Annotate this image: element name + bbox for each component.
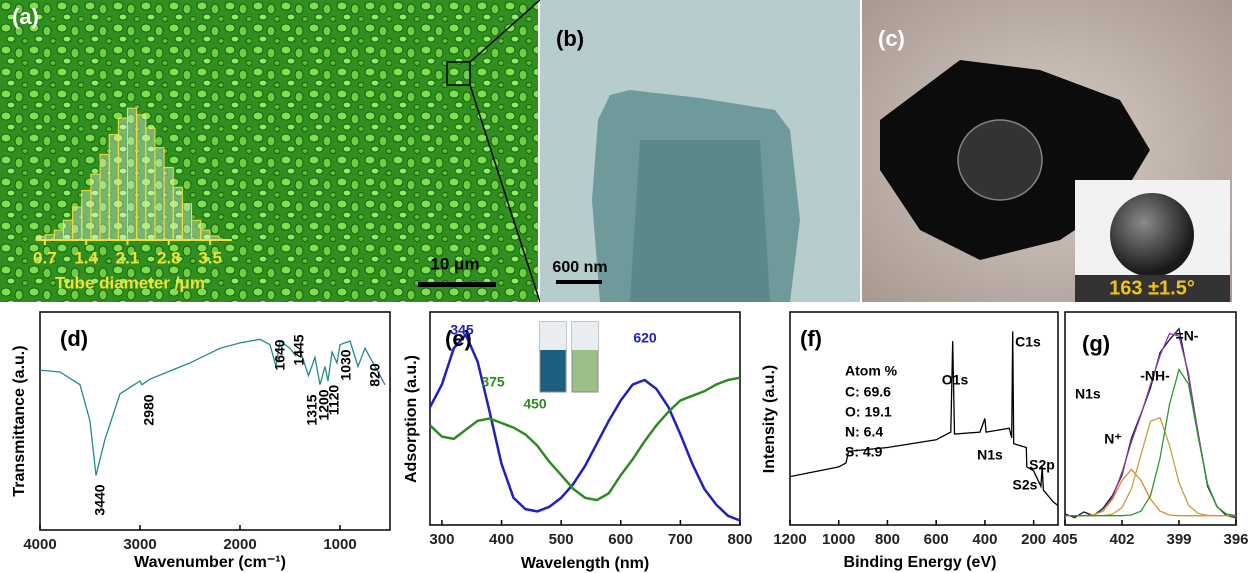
drop-inset (1110, 193, 1194, 277)
annotation: O: 19.1 (845, 404, 892, 420)
x-tick-label: 1000 (323, 536, 356, 553)
y-axis-label: Adsorption (a.u.) (403, 355, 420, 483)
scale-bar (418, 282, 496, 287)
annotation: 1120 (326, 385, 342, 416)
histogram-bar (63, 220, 72, 240)
histogram-bar (182, 204, 191, 240)
droplet (958, 120, 1042, 200)
figure: 10 μm (a) 600 nm (b) 163 ±1.5° (c) 0.7 1.… (0, 0, 1252, 573)
panel-label: (f) (800, 326, 822, 351)
histogram-bar (155, 148, 164, 240)
series-line (1065, 334, 1236, 516)
annotation: N1s (1075, 386, 1101, 402)
x-tick-label: 2000 (223, 536, 256, 553)
histogram-bar (192, 220, 201, 240)
annotation: N⁺ (1104, 431, 1122, 447)
annotation: 450 (523, 396, 547, 412)
annotation: C: 69.6 (845, 384, 891, 400)
contact-angle: 163 ±1.5° (1109, 277, 1195, 299)
x-tick-label: 700 (668, 531, 693, 548)
annotation: N1s (977, 447, 1003, 463)
annotation: S2s (1013, 477, 1038, 493)
x-tick-label: 402 (1109, 531, 1134, 548)
series-line (1065, 418, 1236, 516)
annotation: S2p (1029, 457, 1055, 473)
x-tick-label: 3.5 (198, 248, 222, 267)
x-axis-label: Wavenumber (cm⁻¹) (134, 554, 286, 571)
x-tick-label: 0.7 (33, 248, 57, 267)
x-tick-label: 400 (489, 531, 514, 548)
panel-label: (b) (556, 26, 584, 51)
histogram-bar (100, 154, 109, 240)
histogram-bar (173, 187, 182, 240)
histogram-bar (73, 207, 82, 240)
annotation: 2980 (141, 394, 157, 425)
histogram-bar (54, 230, 63, 240)
annotation: 345 (450, 322, 474, 338)
x-tick-label: 1.4 (74, 248, 98, 267)
x-axis-label: Binding Energy (eV) (844, 554, 997, 571)
histogram-bar (201, 230, 210, 240)
scale-label: 600 nm (552, 259, 607, 276)
histogram-bar (137, 115, 146, 240)
histogram-bar (109, 135, 118, 240)
histogram-bar (128, 108, 137, 240)
annotation: -NH- (1140, 368, 1170, 384)
series-line (430, 378, 740, 500)
x-tick-label: 396 (1223, 531, 1248, 548)
annotation: N: 6.4 (845, 424, 883, 440)
x-tick-label: 400 (972, 531, 997, 548)
panel-label: (g) (1082, 331, 1110, 356)
x-tick-label: 1000 (822, 531, 855, 548)
panel-label: (a) (12, 4, 39, 29)
tube-core (630, 140, 770, 302)
histogram-bar (91, 174, 100, 240)
annotation: O1s (942, 372, 969, 388)
annotation: C1s (1015, 334, 1041, 350)
annotation: 620 (633, 330, 657, 346)
annotation: =N- (1176, 328, 1199, 344)
cuvette-top (572, 322, 598, 350)
x-axis-label: Wavelength (nm) (521, 555, 649, 572)
annotation: 1445 (291, 334, 307, 365)
x-tick-label: 399 (1166, 531, 1191, 548)
x-tick-label: 2.8 (157, 248, 181, 267)
x-tick-label: 2.1 (116, 248, 140, 267)
y-axis-label: Intensity (a.u.) (761, 365, 778, 473)
x-tick-label: 600 (608, 531, 633, 548)
scale-label: 10 μm (430, 254, 479, 273)
histogram-bar (82, 191, 91, 240)
annotation: 3440 (92, 484, 108, 515)
x-tick-label: 4000 (23, 536, 56, 553)
annotation: 820 (367, 363, 383, 387)
y-axis-label: Transmittance (a.u.) (11, 345, 28, 496)
scale-bar (556, 280, 602, 284)
x-tick-label: 800 (875, 531, 900, 548)
x-axis-label: Tube diameter /μm (55, 273, 205, 292)
x-tick-label: 200 (1021, 531, 1046, 548)
panel-label: (d) (60, 326, 88, 351)
x-tick-label: 1200 (773, 531, 806, 548)
panel-label: (c) (878, 26, 905, 51)
x-tick-label: 800 (727, 531, 752, 548)
x-tick-label: 500 (549, 531, 574, 548)
x-tick-label: 405 (1052, 531, 1077, 548)
x-tick-label: 300 (429, 531, 454, 548)
cuvette-top (540, 322, 566, 350)
annotation: 1640 (272, 339, 288, 370)
x-tick-label: 600 (924, 531, 949, 548)
x-tick-label: 3000 (123, 536, 156, 553)
annotation: Atom % (845, 363, 898, 379)
annotation: 1030 (338, 349, 354, 380)
annotation: 375 (481, 374, 505, 390)
annotation: S: 4.9 (845, 444, 883, 460)
histogram-bar (146, 128, 155, 240)
histogram-bar (118, 118, 127, 240)
histogram-bar (164, 168, 173, 241)
